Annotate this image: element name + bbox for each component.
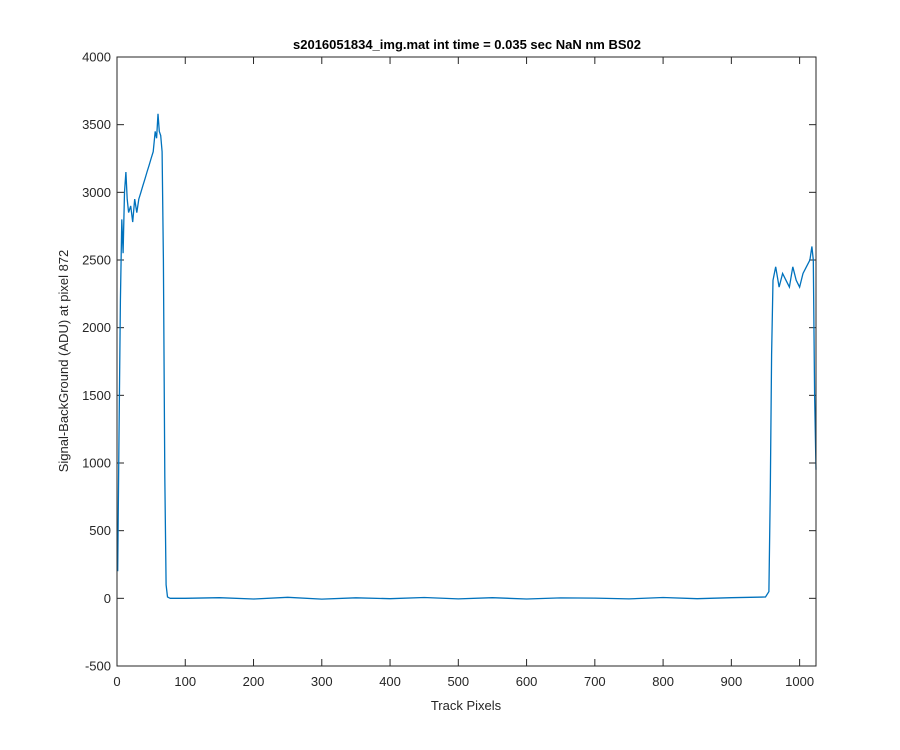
y-tick-label: 3500 bbox=[82, 117, 111, 132]
series-line bbox=[117, 113, 817, 600]
x-tick-label: 500 bbox=[447, 674, 469, 689]
y-tick-label: 2500 bbox=[82, 253, 111, 268]
y-tick-label: 500 bbox=[89, 523, 111, 538]
chart-title: s2016051834_img.mat int time = 0.035 sec… bbox=[293, 37, 641, 52]
plot-area bbox=[117, 57, 816, 666]
x-tick-label: 400 bbox=[379, 674, 401, 689]
y-tick-label: 1500 bbox=[82, 388, 111, 403]
y-tick-label: 1000 bbox=[82, 456, 111, 471]
x-tick-label: 1000 bbox=[785, 674, 814, 689]
x-tick-label: 300 bbox=[311, 674, 333, 689]
y-tick-label: 3000 bbox=[82, 185, 111, 200]
x-tick-label: 600 bbox=[516, 674, 538, 689]
x-tick-label: 900 bbox=[721, 674, 743, 689]
y-axis-label: Signal-BackGround (ADU) at pixel 872 bbox=[56, 250, 71, 473]
x-tick-label: 800 bbox=[652, 674, 674, 689]
x-tick-label: 700 bbox=[584, 674, 606, 689]
tick-labels: 0 100 200 300 400 500 600 700 800 900 1000-5000500… bbox=[82, 50, 814, 690]
y-tick-label: 0 bbox=[104, 591, 111, 606]
y-tick-label: 4000 bbox=[82, 50, 111, 65]
x-tick-label: 200 bbox=[243, 674, 265, 689]
x-tick-label: 100 bbox=[174, 674, 196, 689]
x-tick-label: 0 bbox=[113, 674, 120, 689]
y-tick-label: -500 bbox=[85, 659, 111, 674]
x-axis-label: Track Pixels bbox=[431, 698, 502, 713]
plot-frame bbox=[116, 56, 817, 667]
y-tick-label: 2000 bbox=[82, 320, 111, 335]
